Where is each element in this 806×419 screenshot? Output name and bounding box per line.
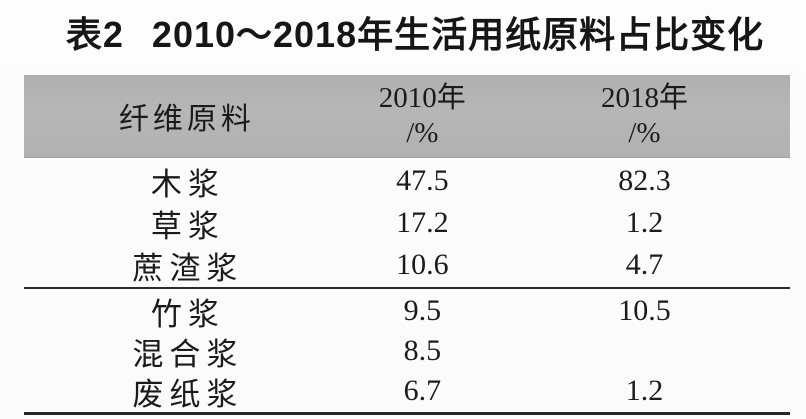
cell-material: 木浆 — [150, 166, 225, 202]
header-year-2010: 2010年 /% — [346, 81, 499, 151]
table-row: 木浆 47.5 82.3 — [24, 160, 790, 202]
cell-2018-value: 82.3 — [618, 164, 671, 197]
table-row: 废纸浆 6.7 1.2 — [24, 371, 790, 412]
header-2018-year: 2018年 — [600, 82, 688, 114]
cell-2018-value: 10.5 — [618, 294, 671, 327]
cell-2010-value: 9.5 — [403, 294, 442, 327]
table-title: 表2 2010～2018年生活用纸原料占比变化 — [40, 13, 790, 57]
cell-material: 废纸浆 — [132, 376, 244, 412]
cell-material: 混合浆 — [132, 336, 244, 372]
table-caption: 2010～2018年生活用纸原料占比变化 — [151, 14, 765, 55]
table-header-row: 纤维原料 2010年 /% 2018年 /% — [24, 75, 790, 158]
header-fiber-material: 纤维原料 — [118, 103, 255, 136]
cell-2010-value: 47.5 — [396, 164, 449, 197]
table-row: 竹浆 9.5 10.5 — [24, 291, 790, 332]
cell-material: 草浆 — [150, 208, 225, 244]
data-table: 纤维原料 2010年 /% 2018年 /% 木浆 47.5 82.3 草浆 1… — [24, 75, 790, 415]
cell-2018-value: 1.2 — [625, 206, 664, 239]
cell-2018-value: 4.7 — [625, 248, 664, 281]
header-year-2018: 2018年 /% — [499, 81, 790, 151]
header-2018-unit: /% — [628, 117, 661, 149]
header-2010-unit: /% — [406, 117, 439, 149]
cell-2010-value: 8.5 — [403, 334, 442, 367]
table-row: 蔗渣浆 10.6 4.7 — [24, 244, 790, 286]
table-row: 草浆 17.2 1.2 — [24, 202, 790, 244]
table-number: 表2 — [65, 14, 124, 55]
table-body-group-1: 木浆 47.5 82.3 草浆 17.2 1.2 蔗渣浆 10.6 4.7 — [24, 158, 790, 289]
cell-2010-value: 17.2 — [396, 206, 449, 239]
cell-2010-value: 10.6 — [396, 248, 449, 281]
header-2010-year: 2010年 — [378, 82, 466, 114]
cell-2018-value: 1.2 — [625, 374, 664, 407]
cell-2010-value: 6.7 — [403, 374, 442, 407]
table-body-group-2: 竹浆 9.5 10.5 混合浆 8.5 废纸浆 6.7 1.2 — [24, 289, 790, 415]
cell-material: 竹浆 — [150, 296, 225, 332]
cell-material: 蔗渣浆 — [132, 250, 244, 286]
table-row: 混合浆 8.5 — [24, 331, 790, 372]
